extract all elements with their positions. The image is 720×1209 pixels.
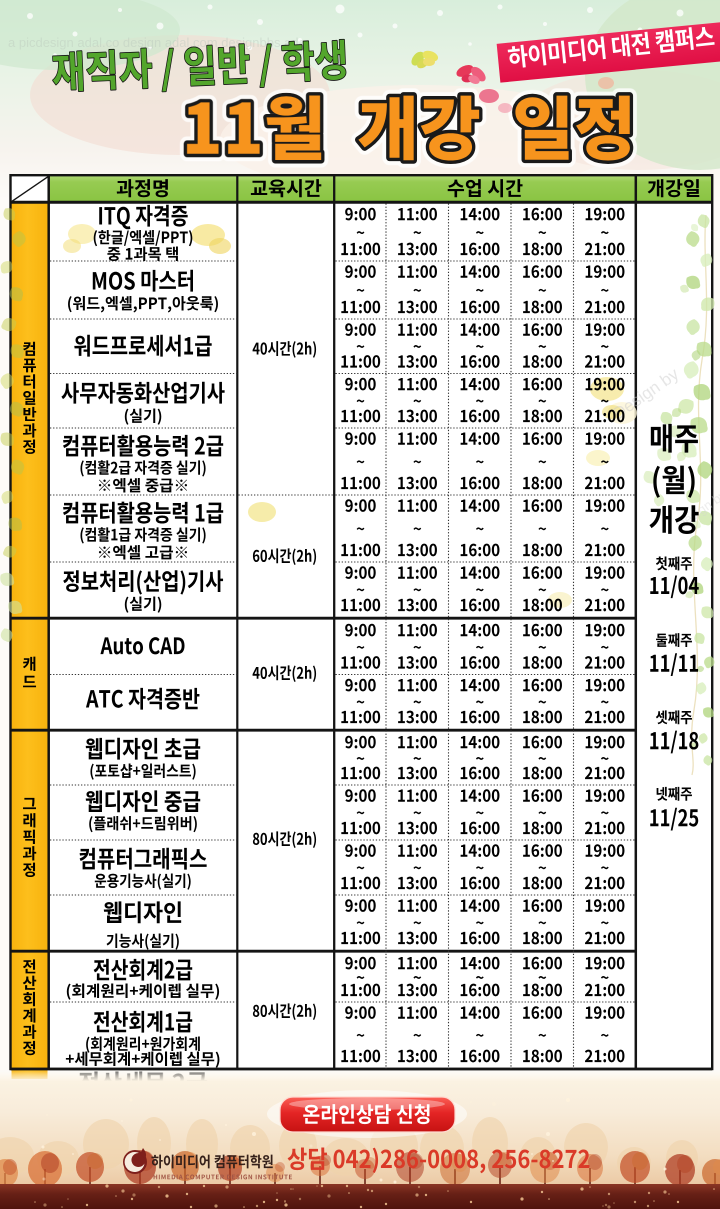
svg-text:a picdesign adal.co design ada: a picdesign adal.co design adal.com desi…	[8, 35, 307, 50]
